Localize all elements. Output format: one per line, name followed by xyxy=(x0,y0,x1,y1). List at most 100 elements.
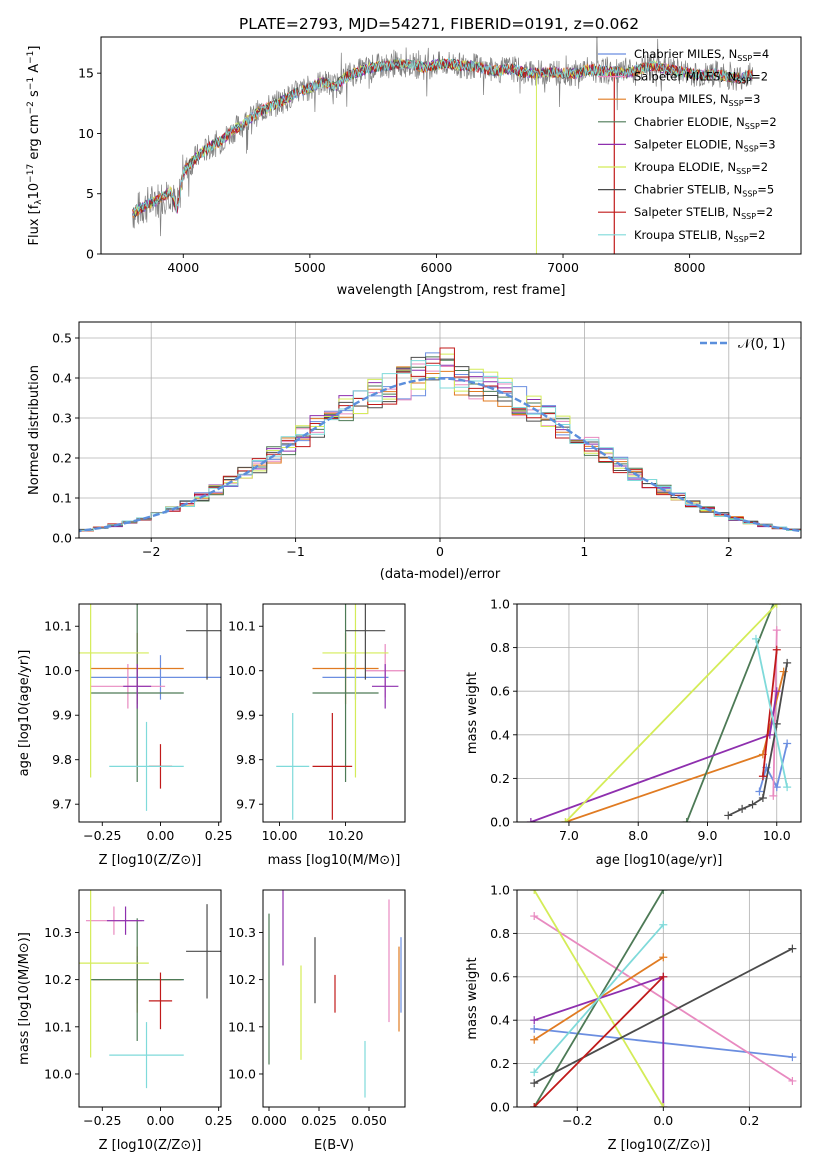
mass-weight-marker-salpeter-stelib xyxy=(659,972,668,981)
y-tick-label: 0.0 xyxy=(52,531,72,546)
panel-residuals: −2 −1 0 1 2 0.0 0.1 0.2 0.3 0.4 0.5 𝒩(0, 1) (data-mo… xyxy=(27,321,802,582)
model-line-chabrier-stelib xyxy=(132,58,753,218)
mass-weight-marker-chabrier-miles xyxy=(788,1053,797,1062)
mass-weight-line-chabrier-stelib xyxy=(727,662,788,817)
y-tick-label: 0.0 xyxy=(490,1100,510,1115)
legend: Chabrier MILES, NSSP=4 Salpeter MILES, NS… xyxy=(598,47,777,244)
plot-area xyxy=(132,37,754,254)
mass-weight-marker-chabrier-elodie xyxy=(682,818,691,822)
x-axis-label: mass [log10(M/M⊙)] xyxy=(268,853,401,868)
mass-weight-marker-chabrier-miles xyxy=(783,739,792,748)
x-tick-label: 6000 xyxy=(421,260,453,275)
y-tick-label: 0.6 xyxy=(490,969,510,984)
y-tick-label: 0.0 xyxy=(490,815,510,830)
axes-frame xyxy=(262,603,406,823)
y-tick-label: 10.2 xyxy=(228,972,256,987)
y-tick-label: 0 xyxy=(86,247,94,262)
x-axis-label: age [log10(age/yr)] xyxy=(596,853,723,868)
plot-area xyxy=(79,604,221,811)
panel-age-vs-z: −0.25 0.00 0.25 9.7 9.8 9.9 10.0 10.1 Z [log10(Z… xyxy=(17,603,233,868)
mass-weight-marker-chabrier-stelib xyxy=(783,658,792,667)
legend-label-salpeter-stelib: Salpeter STELIB, NSSP=2 xyxy=(634,205,773,221)
y-tick-label: 0.1 xyxy=(52,491,72,506)
y-tick-label: 10.3 xyxy=(44,925,72,940)
x-tick-label: 10.00 xyxy=(262,828,298,843)
axes-frame xyxy=(78,321,802,539)
mass-weight-marker-kroupa-stelib xyxy=(659,920,668,929)
mass-weight-marker-salpeter-stelib xyxy=(758,772,767,781)
legend-label-chabrier-miles: Chabrier MILES, NSSP=4 xyxy=(634,47,769,63)
plot-area xyxy=(517,604,801,822)
mass-weight-marker-salpeter-elodie xyxy=(530,1016,539,1025)
y-tick-label: 10.0 xyxy=(228,663,256,678)
x-tick-label: 8.0 xyxy=(628,828,648,843)
mass-weight-line-kroupa-stelib xyxy=(533,924,664,1073)
y-tick-label: 9.7 xyxy=(52,797,72,812)
y-tick-label: 10.1 xyxy=(44,1019,72,1034)
axes-frame xyxy=(78,889,222,1108)
mass-weight-marker-salpeter-elodie xyxy=(772,687,781,696)
mass-weight-marker-salpeter-miles xyxy=(769,791,778,800)
figure-title: PLATE=2793, MJD=54271, FIBERID=0191, z=0… xyxy=(239,15,639,33)
mass-weight-marker-chabrier-stelib xyxy=(748,800,757,809)
panel-mass-weight-vs-age: 7.0 8.0 9.0 10.0 0.0 0.2 0.4 0.6 0.8 1.0 age [log1… xyxy=(465,597,802,868)
mass-weight-marker-salpeter-miles xyxy=(530,912,539,921)
mass-weight-marker-salpeter-miles xyxy=(788,1076,797,1085)
axes-frame xyxy=(516,889,802,1108)
mass-weight-marker-kroupa-elodie xyxy=(561,818,570,822)
y-tick-label: 10.1 xyxy=(44,619,72,634)
x-tick-label: 0.025 xyxy=(301,1113,337,1128)
mass-weight-marker-chabrier-stelib xyxy=(530,1079,539,1088)
x-tick-label: −2 xyxy=(142,544,160,559)
x-tick-label: 5000 xyxy=(294,260,326,275)
x-tick-label: 0.25 xyxy=(205,1113,233,1128)
x-tick-label: 9.0 xyxy=(698,828,718,843)
y-tick-label: 1.0 xyxy=(490,597,510,612)
x-axis-label: Z [log10(Z/Z⊙)] xyxy=(608,1138,711,1153)
y-tick-label: 9.7 xyxy=(236,797,256,812)
x-tick-label: 10.0 xyxy=(763,828,791,843)
y-tick-label: 0.2 xyxy=(490,771,510,786)
y-tick-label: 15 xyxy=(78,66,94,81)
mass-weight-line-salpeter-elodie xyxy=(530,691,778,822)
y-tick-label: 0.4 xyxy=(52,371,72,386)
y-tick-label: 10.1 xyxy=(228,619,256,634)
axes-frame xyxy=(78,603,222,823)
x-tick-label: 4000 xyxy=(167,260,199,275)
mass-weight-marker-chabrier-stelib xyxy=(788,944,797,953)
x-tick-label: 0.2 xyxy=(739,1113,759,1128)
x-tick-label: −0.25 xyxy=(83,828,121,843)
mass-weight-line-kroupa-miles xyxy=(565,671,785,822)
model-line-salpeter-stelib xyxy=(132,58,753,216)
y-tick-label: 9.8 xyxy=(52,752,72,767)
plot-area xyxy=(79,322,801,538)
normal-reference-curve xyxy=(79,377,801,533)
y-tick-label: 0.2 xyxy=(52,451,72,466)
mass-weight-marker-chabrier-stelib xyxy=(724,811,733,820)
y-tick-label: 10.1 xyxy=(228,1019,256,1034)
legend-label-salpeter-elodie: Salpeter ELODIE, NSSP=3 xyxy=(634,137,776,153)
mass-weight-marker-kroupa-miles xyxy=(530,1035,539,1044)
mass-weight-marker-chabrier-miles xyxy=(755,787,764,796)
x-tick-label: 10.20 xyxy=(328,828,364,843)
x-tick-label: 8000 xyxy=(674,260,706,275)
mass-weight-marker-kroupa-stelib xyxy=(751,634,760,643)
x-axis-label: E(B-V) xyxy=(314,1138,354,1153)
mass-weight-line-chabrier-elodie xyxy=(685,604,775,822)
x-tick-label: −1 xyxy=(286,544,304,559)
mass-weight-line-kroupa-stelib xyxy=(755,638,788,788)
y-tick-label: 10.3 xyxy=(228,925,256,940)
mass-weight-line-chabrier-stelib xyxy=(533,947,793,1084)
x-tick-label: 2 xyxy=(725,544,733,559)
mass-weight-marker-kroupa-stelib xyxy=(530,1068,539,1077)
x-tick-label: 0.00 xyxy=(147,1113,175,1128)
mass-weight-marker-salpeter-stelib xyxy=(530,1103,539,1107)
model-line-kroupa-stelib xyxy=(132,57,753,216)
mass-weight-marker-chabrier-miles xyxy=(530,1024,539,1033)
mass-weight-line-kroupa-elodie xyxy=(564,604,778,822)
x-tick-label: 7.0 xyxy=(559,828,579,843)
y-axis-label: Flux [fλ10−17 erg cm−2 s−1 A−1] xyxy=(26,46,44,246)
y-tick-label: 9.9 xyxy=(236,708,256,723)
y-tick-label: 9.8 xyxy=(236,752,256,767)
panel-age-vs-mass: 10.00 10.20 9.7 9.8 9.9 10.0 10.1 mass [log10(M… xyxy=(228,603,406,868)
